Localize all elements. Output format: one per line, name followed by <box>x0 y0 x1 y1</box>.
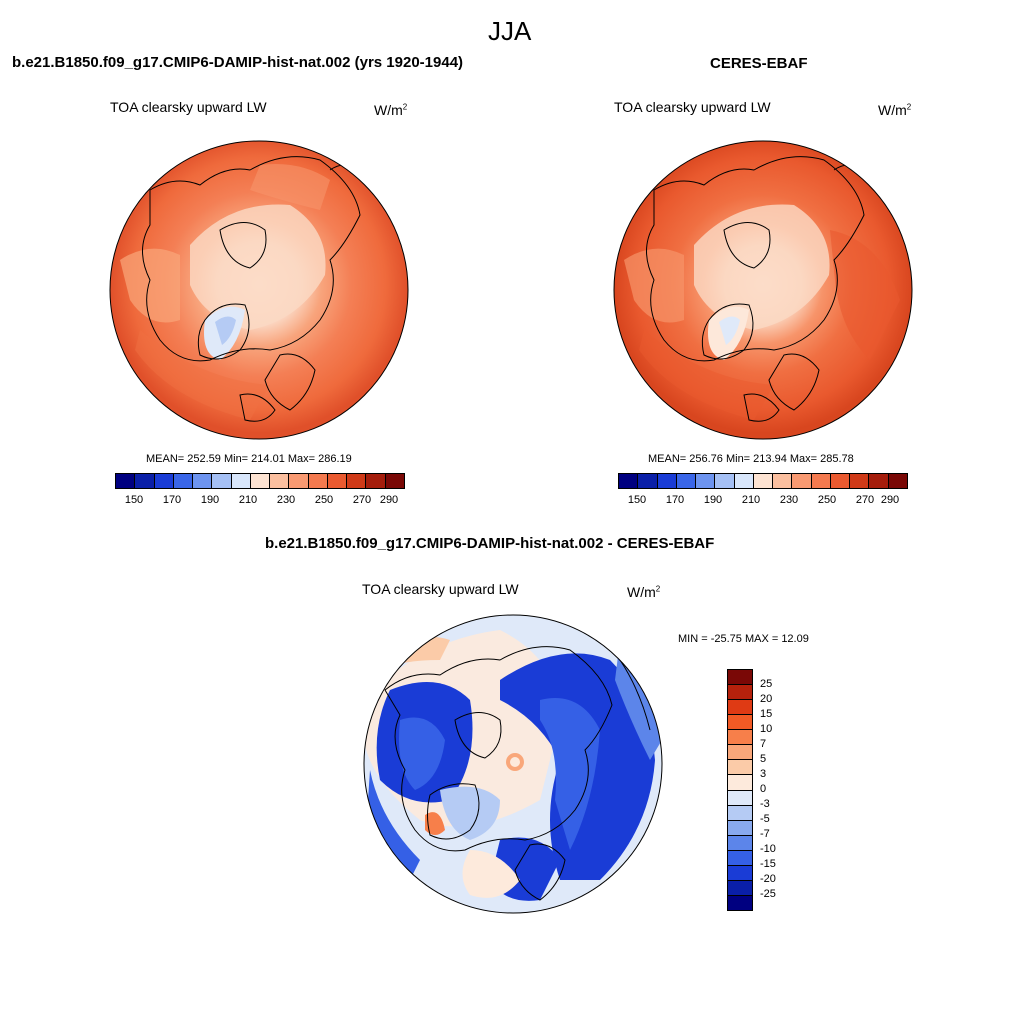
colorbar-swatch <box>728 865 752 881</box>
colorbar-swatch <box>116 474 136 488</box>
left-colorbar-tick: 230 <box>276 494 296 506</box>
colorbar-swatch <box>728 850 752 866</box>
colorbar-swatch <box>212 474 232 488</box>
colorbar-swatch <box>850 474 870 488</box>
left-colorbar <box>115 473 405 489</box>
left-panel-title: b.e21.B1850.f09_g17.CMIP6-DAMIP-hist-nat… <box>12 54 464 71</box>
colorbar-swatch <box>728 775 752 791</box>
right-colorbar-tick: 190 <box>703 494 723 506</box>
left-colorbar-tick: 250 <box>314 494 334 506</box>
colorbar-swatch <box>728 700 752 716</box>
colorbar-swatch <box>728 685 752 701</box>
colorbar-swatch <box>154 474 174 488</box>
colorbar-swatch <box>728 835 752 851</box>
diff-variable-label: TOA clearsky upward LW <box>362 581 519 597</box>
colorbar-swatch <box>173 474 194 488</box>
left-variable-label: TOA clearsky upward LW <box>110 99 267 115</box>
diff-polar-map <box>363 614 663 914</box>
diff-colorbar-tick: -20 <box>760 873 776 885</box>
colorbar-swatch <box>728 745 752 761</box>
left-colorbar-tick: 170 <box>162 494 182 506</box>
right-variable-label: TOA clearsky upward LW <box>614 99 771 115</box>
diff-colorbar-tick: 5 <box>760 753 767 765</box>
colorbar-swatch <box>728 880 752 896</box>
season-title: JJA <box>488 16 532 46</box>
colorbar-swatch <box>728 805 752 821</box>
colorbar-swatch <box>250 474 271 488</box>
colorbar-swatch <box>385 474 404 488</box>
right-colorbar-tick: 290 <box>880 494 900 506</box>
diff-panel-title: b.e21.B1850.f09_g17.CMIP6-DAMIP-hist-nat… <box>265 535 715 552</box>
left-colorbar-tick: 270 <box>352 494 372 506</box>
left-colorbar-tick: 190 <box>200 494 220 506</box>
right-polar-map <box>613 140 913 440</box>
left-colorbar-tick: 150 <box>124 494 144 506</box>
colorbar-swatch <box>728 670 752 686</box>
right-colorbar-tick: 170 <box>665 494 685 506</box>
right-colorbar-tick: 250 <box>817 494 837 506</box>
right-panel-title: CERES-EBAF <box>710 55 808 72</box>
diff-colorbar-tick: 20 <box>760 693 773 705</box>
colorbar-swatch <box>347 474 367 488</box>
colorbar-swatch <box>734 474 754 488</box>
colorbar-swatch <box>308 474 328 488</box>
colorbar-swatch <box>753 474 774 488</box>
colorbar-swatch <box>327 474 348 488</box>
diff-colorbar-tick: 0 <box>760 783 767 795</box>
diff-colorbar-tick: -25 <box>760 888 776 900</box>
colorbar-swatch <box>728 895 752 910</box>
colorbar-swatch <box>728 790 752 806</box>
colorbar-swatch <box>830 474 851 488</box>
colorbar-swatch <box>792 474 812 488</box>
colorbar-swatch <box>193 474 213 488</box>
colorbar-swatch <box>270 474 290 488</box>
colorbar-swatch <box>811 474 831 488</box>
diff-colorbar-tick: 7 <box>760 738 767 750</box>
right-colorbar-tick: 270 <box>855 494 875 506</box>
diff-colorbar-tick: -3 <box>760 798 770 810</box>
right-colorbar-tick: 230 <box>779 494 799 506</box>
right-colorbar-tick: 150 <box>627 494 647 506</box>
colorbar-swatch <box>869 474 889 488</box>
right-units-label: W/m2 <box>878 102 912 118</box>
colorbar-swatch <box>135 474 155 488</box>
diff-units-label: W/m2 <box>627 584 661 600</box>
diff-colorbar <box>727 669 753 911</box>
colorbar-swatch <box>728 760 752 776</box>
diff-colorbar-tick: -5 <box>760 813 770 825</box>
diff-colorbar-tick: 25 <box>760 678 773 690</box>
right-stats-label: MEAN= 256.76 Min= 213.94 Max= 285.78 <box>648 453 854 465</box>
left-colorbar-tick: 290 <box>379 494 399 506</box>
right-colorbar <box>618 473 908 489</box>
diff-stats-label: MIN = -25.75 MAX = 12.09 <box>678 633 809 645</box>
diff-colorbar-tick: -7 <box>760 828 770 840</box>
colorbar-swatch <box>715 474 735 488</box>
colorbar-swatch <box>289 474 309 488</box>
colorbar-swatch <box>638 474 658 488</box>
diff-colorbar-tick: 3 <box>760 768 767 780</box>
diff-colorbar-tick: -10 <box>760 843 776 855</box>
left-stats-label: MEAN= 252.59 Min= 214.01 Max= 286.19 <box>146 453 352 465</box>
colorbar-swatch <box>366 474 386 488</box>
diff-colorbar-tick: 10 <box>760 723 773 735</box>
colorbar-swatch <box>619 474 639 488</box>
colorbar-swatch <box>728 715 752 731</box>
right-colorbar-tick: 210 <box>741 494 761 506</box>
colorbar-swatch <box>657 474 677 488</box>
colorbar-swatch <box>773 474 793 488</box>
diff-colorbar-tick: 15 <box>760 708 773 720</box>
colorbar-swatch <box>676 474 697 488</box>
colorbar-swatch <box>888 474 907 488</box>
diff-colorbar-tick: -15 <box>760 858 776 870</box>
left-units-label: W/m2 <box>374 102 408 118</box>
colorbar-swatch <box>696 474 716 488</box>
left-colorbar-tick: 210 <box>238 494 258 506</box>
colorbar-swatch <box>231 474 251 488</box>
left-polar-map <box>109 140 409 440</box>
colorbar-swatch <box>728 820 752 836</box>
colorbar-swatch <box>728 730 752 746</box>
